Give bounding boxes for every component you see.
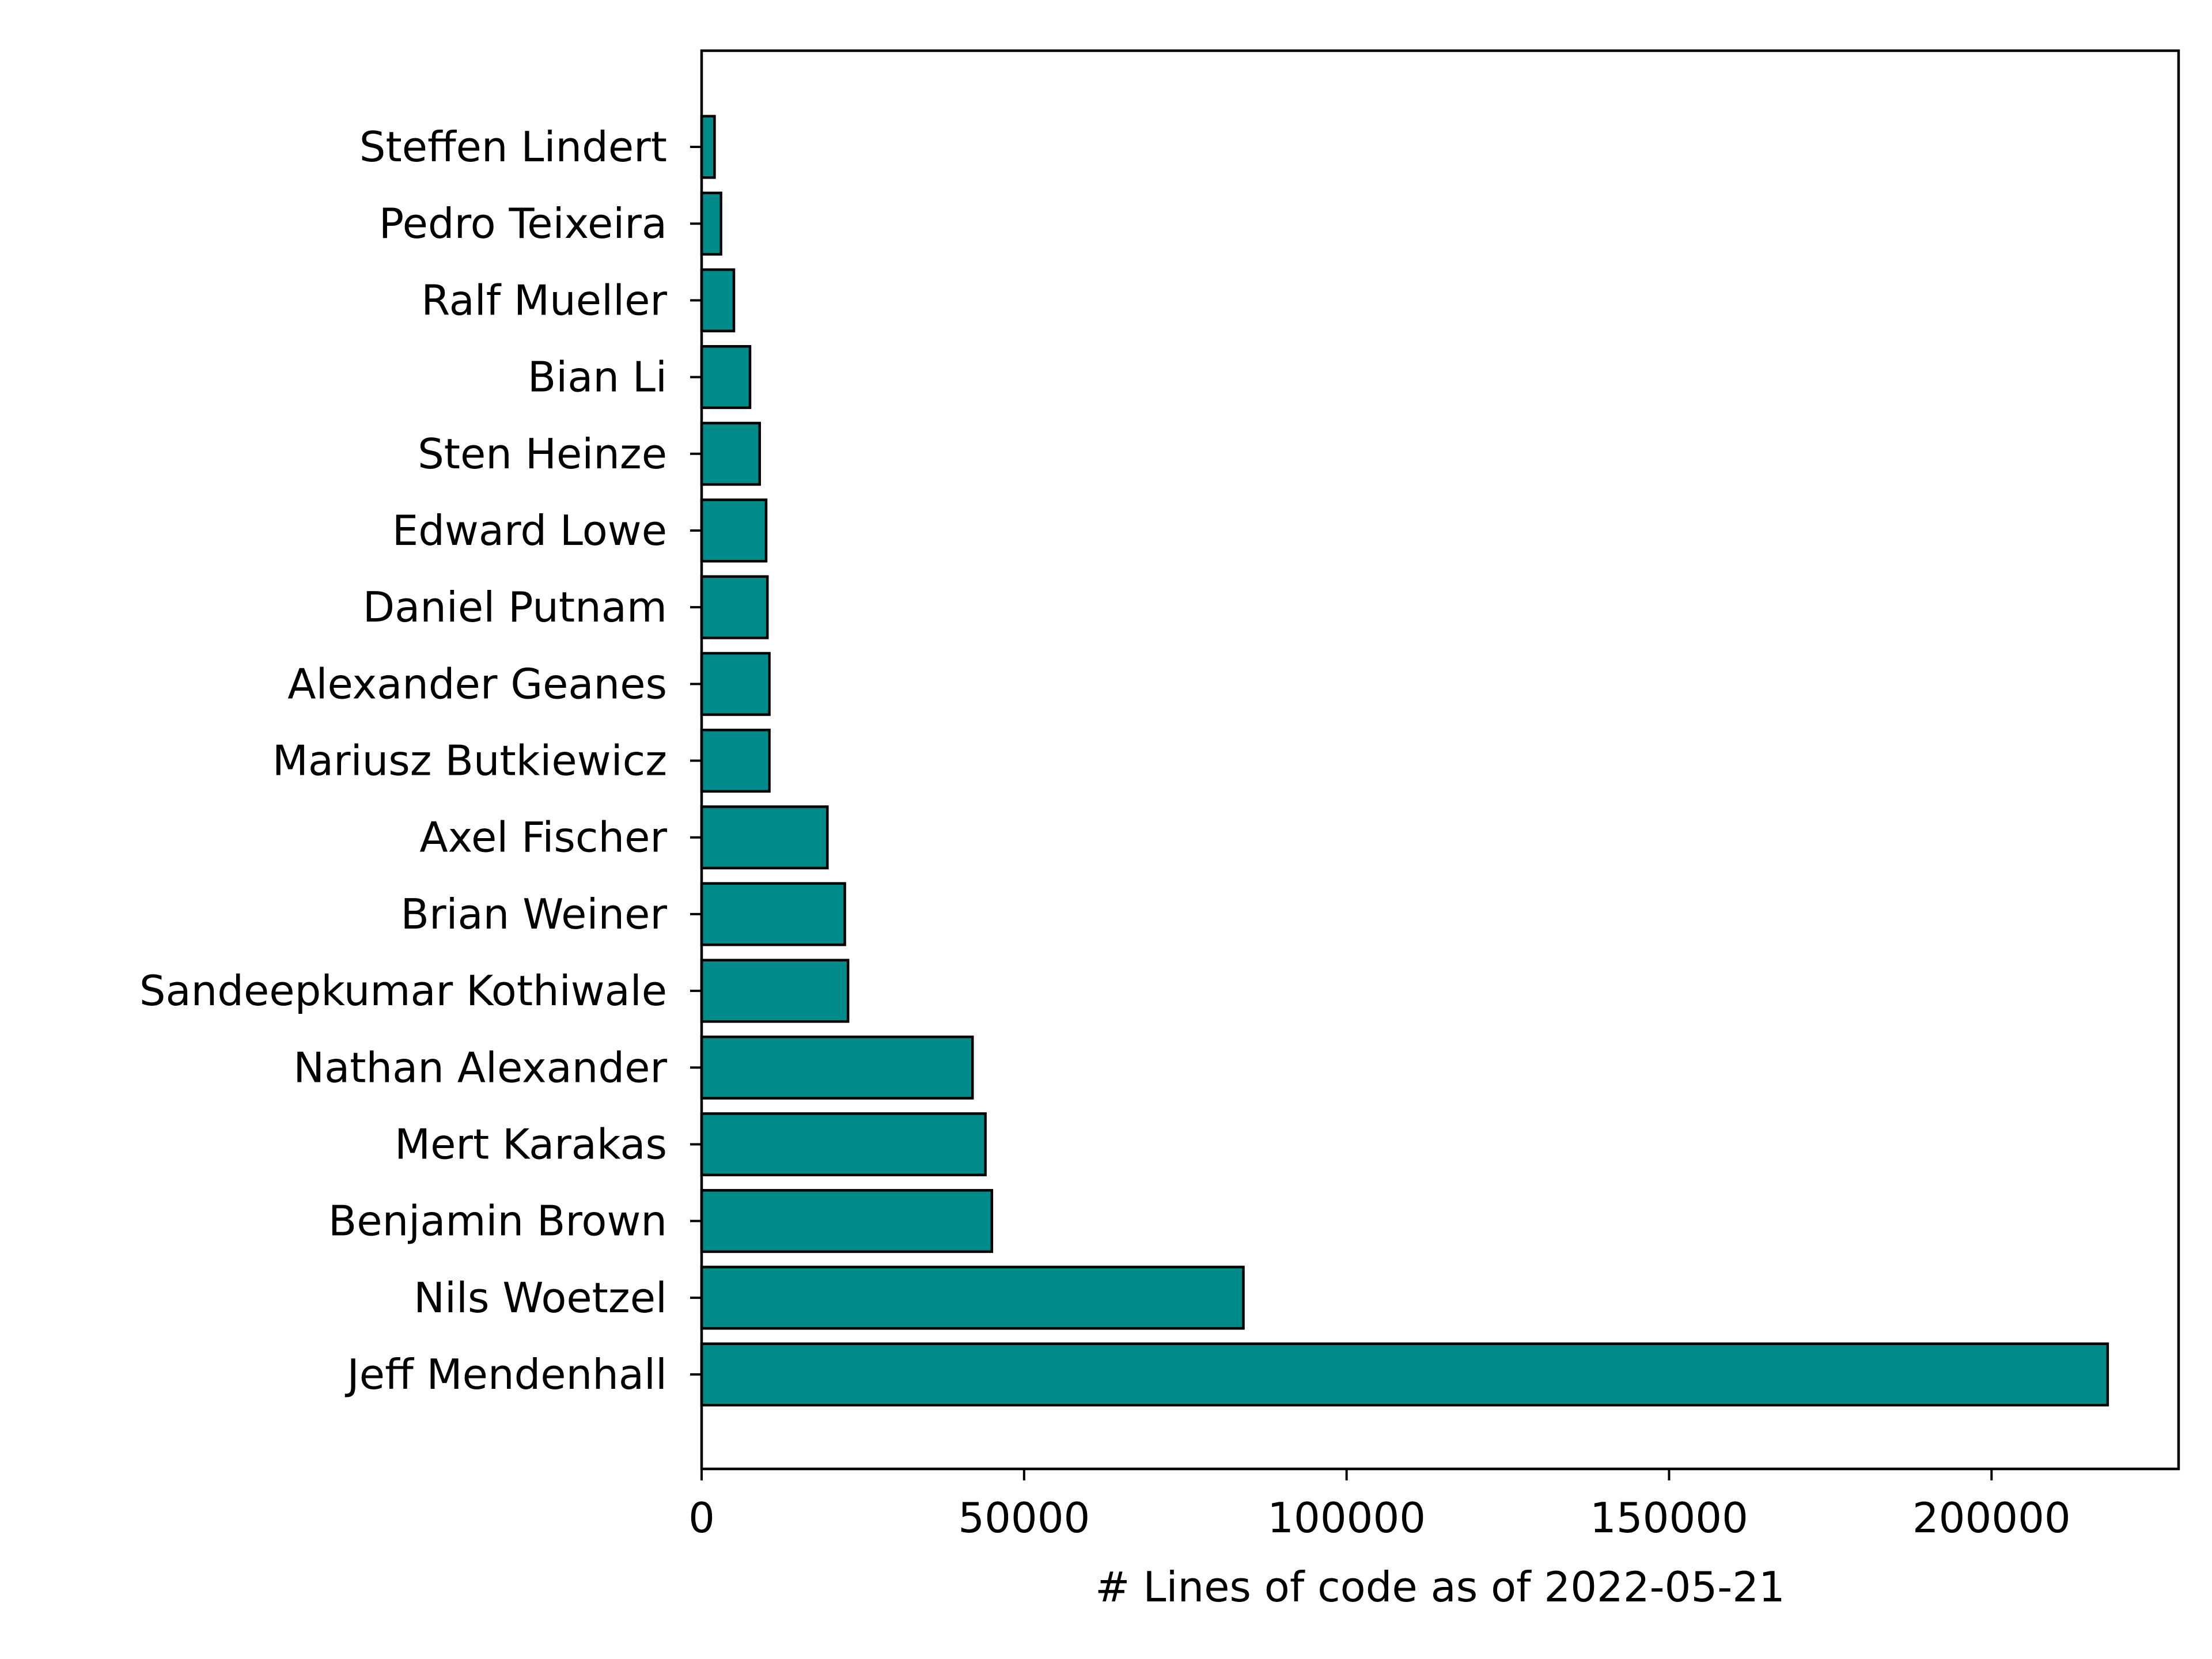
bar-sandeepkumar-kothiwale — [700, 959, 850, 1023]
y-tick-label-edward-lowe: Edward Lowe — [392, 506, 667, 555]
y-tick-label-pedro-teixeira: Pedro Teixeira — [379, 199, 667, 248]
y-tick-label-jeff-mendenhall: Jeff Mendenhall — [345, 1350, 667, 1399]
x-tick-label: 200000 — [1912, 1494, 2071, 1542]
y-tick-label-nathan-alexander: Nathan Alexander — [293, 1043, 667, 1092]
bar-ralf-mueller — [700, 268, 736, 332]
plot-frame — [700, 49, 2180, 1471]
bar-bian-li — [700, 345, 752, 410]
x-tick-label: 50000 — [958, 1494, 1090, 1542]
y-tick-label-ralf-mueller: Ralf Mueller — [421, 276, 667, 324]
bar-mert-karakas — [700, 1112, 987, 1176]
y-axis-ticks: Jeff Mendenhall Nils Woetzel Benjamin Brow… — [139, 123, 702, 1399]
y-tick-label-bian-li: Bian Li — [528, 353, 667, 402]
bar-brian-weiner — [700, 882, 846, 946]
x-tick-label: 150000 — [1590, 1494, 1748, 1542]
x-axis-ticks: 0 50000 100000 150000 200000 — [688, 1469, 2071, 1542]
bar-alexander-geanes — [700, 652, 771, 716]
y-tick-label-alexander-geanes: Alexander Geanes — [287, 660, 667, 708]
bar-axel-fischer — [700, 805, 829, 870]
x-tick-label: 0 — [688, 1494, 715, 1542]
y-tick-label-steffen-lindert: Steffen Lindert — [359, 123, 667, 171]
bar-pedro-teixeira — [700, 191, 722, 256]
y-tick-label-benjamin-brown: Benjamin Brown — [328, 1197, 667, 1245]
bar-nils-woetzel — [700, 1266, 1245, 1330]
y-tick-label-daniel-putnam: Daniel Putnam — [363, 583, 667, 631]
bar-mariusz-butkiewicz — [700, 728, 771, 793]
y-tick-label-axel-fischer: Axel Fischer — [419, 813, 667, 862]
bar-edward-lowe — [700, 498, 768, 563]
bar-nathan-alexander — [700, 1035, 974, 1100]
y-tick-label-mariusz-butkiewicz: Mariusz Butkiewicz — [272, 737, 667, 785]
x-tick-label: 100000 — [1267, 1494, 1426, 1542]
y-tick-label-brian-weiner: Brian Weiner — [401, 890, 668, 938]
bar-jeff-mendenhall — [700, 1342, 2109, 1407]
y-tick-label-mert-karakas: Mert Karakas — [395, 1120, 667, 1168]
bar-sten-heinze — [700, 422, 762, 486]
y-tick-label-nils-woetzel: Nils Woetzel — [414, 1274, 667, 1322]
bar-benjamin-brown — [700, 1189, 994, 1253]
bar-steffen-lindert — [700, 115, 716, 179]
y-tick-label-sten-heinze: Sten Heinze — [418, 430, 667, 478]
bar-daniel-putnam — [700, 575, 769, 639]
bars-layer — [700, 115, 2109, 1407]
y-tick-label-sandeepkumar-kothiwale: Sandeepkumar Kothiwale — [139, 967, 667, 1015]
x-axis-label: # Lines of code as of 2022-05-21 — [1095, 1563, 1785, 1611]
